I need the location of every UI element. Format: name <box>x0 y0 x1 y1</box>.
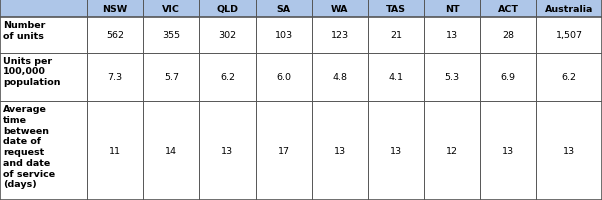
Bar <box>368 0 424 18</box>
Bar <box>255 18 312 53</box>
Bar <box>536 0 602 18</box>
Text: TAS: TAS <box>386 5 406 14</box>
Text: 5.7: 5.7 <box>164 73 179 82</box>
Bar <box>536 53 602 102</box>
Bar <box>480 0 536 18</box>
Text: 123: 123 <box>330 31 349 40</box>
Text: 12: 12 <box>446 146 458 155</box>
Text: 6.9: 6.9 <box>501 73 516 82</box>
Text: 302: 302 <box>219 31 237 40</box>
Text: 103: 103 <box>275 31 293 40</box>
Text: 11: 11 <box>109 146 121 155</box>
Bar <box>424 0 480 18</box>
Bar <box>312 0 368 18</box>
Bar <box>255 102 312 200</box>
Bar <box>536 102 602 200</box>
Text: 1,507: 1,507 <box>556 31 583 40</box>
Bar <box>312 102 368 200</box>
Bar <box>199 18 255 53</box>
Text: 7.3: 7.3 <box>108 73 123 82</box>
Bar <box>0 0 87 18</box>
Bar <box>143 102 199 200</box>
Text: 21: 21 <box>390 31 402 40</box>
Text: 6.0: 6.0 <box>276 73 291 82</box>
Text: Number
of units: Number of units <box>3 21 45 41</box>
Text: 13: 13 <box>563 146 575 155</box>
Text: ACT: ACT <box>498 5 518 14</box>
Bar <box>199 53 255 102</box>
Text: 28: 28 <box>502 31 514 40</box>
Bar <box>480 18 536 53</box>
Text: NSW: NSW <box>102 5 128 14</box>
Bar <box>199 0 255 18</box>
Bar <box>87 102 143 200</box>
Bar <box>87 0 143 18</box>
Bar <box>143 0 199 18</box>
Bar <box>255 53 312 102</box>
Bar <box>87 18 143 53</box>
Bar <box>0 53 87 102</box>
Bar <box>87 53 143 102</box>
Text: SA: SA <box>276 5 291 14</box>
Text: 355: 355 <box>163 31 181 40</box>
Text: 14: 14 <box>166 146 178 155</box>
Bar <box>255 0 312 18</box>
Bar <box>0 18 87 53</box>
Bar <box>143 18 199 53</box>
Text: 4.8: 4.8 <box>332 73 347 82</box>
Text: 17: 17 <box>278 146 290 155</box>
Text: 13: 13 <box>389 146 402 155</box>
Text: Units per
100,000
population: Units per 100,000 population <box>3 56 60 87</box>
Text: 4.1: 4.1 <box>388 73 403 82</box>
Bar <box>424 18 480 53</box>
Text: 13: 13 <box>446 31 458 40</box>
Text: 13: 13 <box>334 146 346 155</box>
Text: Australia: Australia <box>545 5 594 14</box>
Bar <box>312 53 368 102</box>
Bar <box>312 18 368 53</box>
Text: QLD: QLD <box>217 5 238 14</box>
Text: 5.3: 5.3 <box>444 73 459 82</box>
Text: 6.2: 6.2 <box>562 73 577 82</box>
Bar <box>480 102 536 200</box>
Text: NT: NT <box>445 5 459 14</box>
Bar <box>480 53 536 102</box>
Text: WA: WA <box>331 5 349 14</box>
Bar <box>368 53 424 102</box>
Bar <box>143 53 199 102</box>
Bar <box>424 102 480 200</box>
Text: 562: 562 <box>106 31 124 40</box>
Text: 6.2: 6.2 <box>220 73 235 82</box>
Bar <box>368 18 424 53</box>
Bar <box>199 102 255 200</box>
Text: Average
time
between
date of
request
and date
of service
(days): Average time between date of request and… <box>3 104 55 188</box>
Bar <box>536 18 602 53</box>
Bar <box>0 102 87 200</box>
Bar <box>424 53 480 102</box>
Text: 13: 13 <box>502 146 514 155</box>
Bar <box>368 102 424 200</box>
Text: VIC: VIC <box>163 5 180 14</box>
Text: 13: 13 <box>222 146 234 155</box>
